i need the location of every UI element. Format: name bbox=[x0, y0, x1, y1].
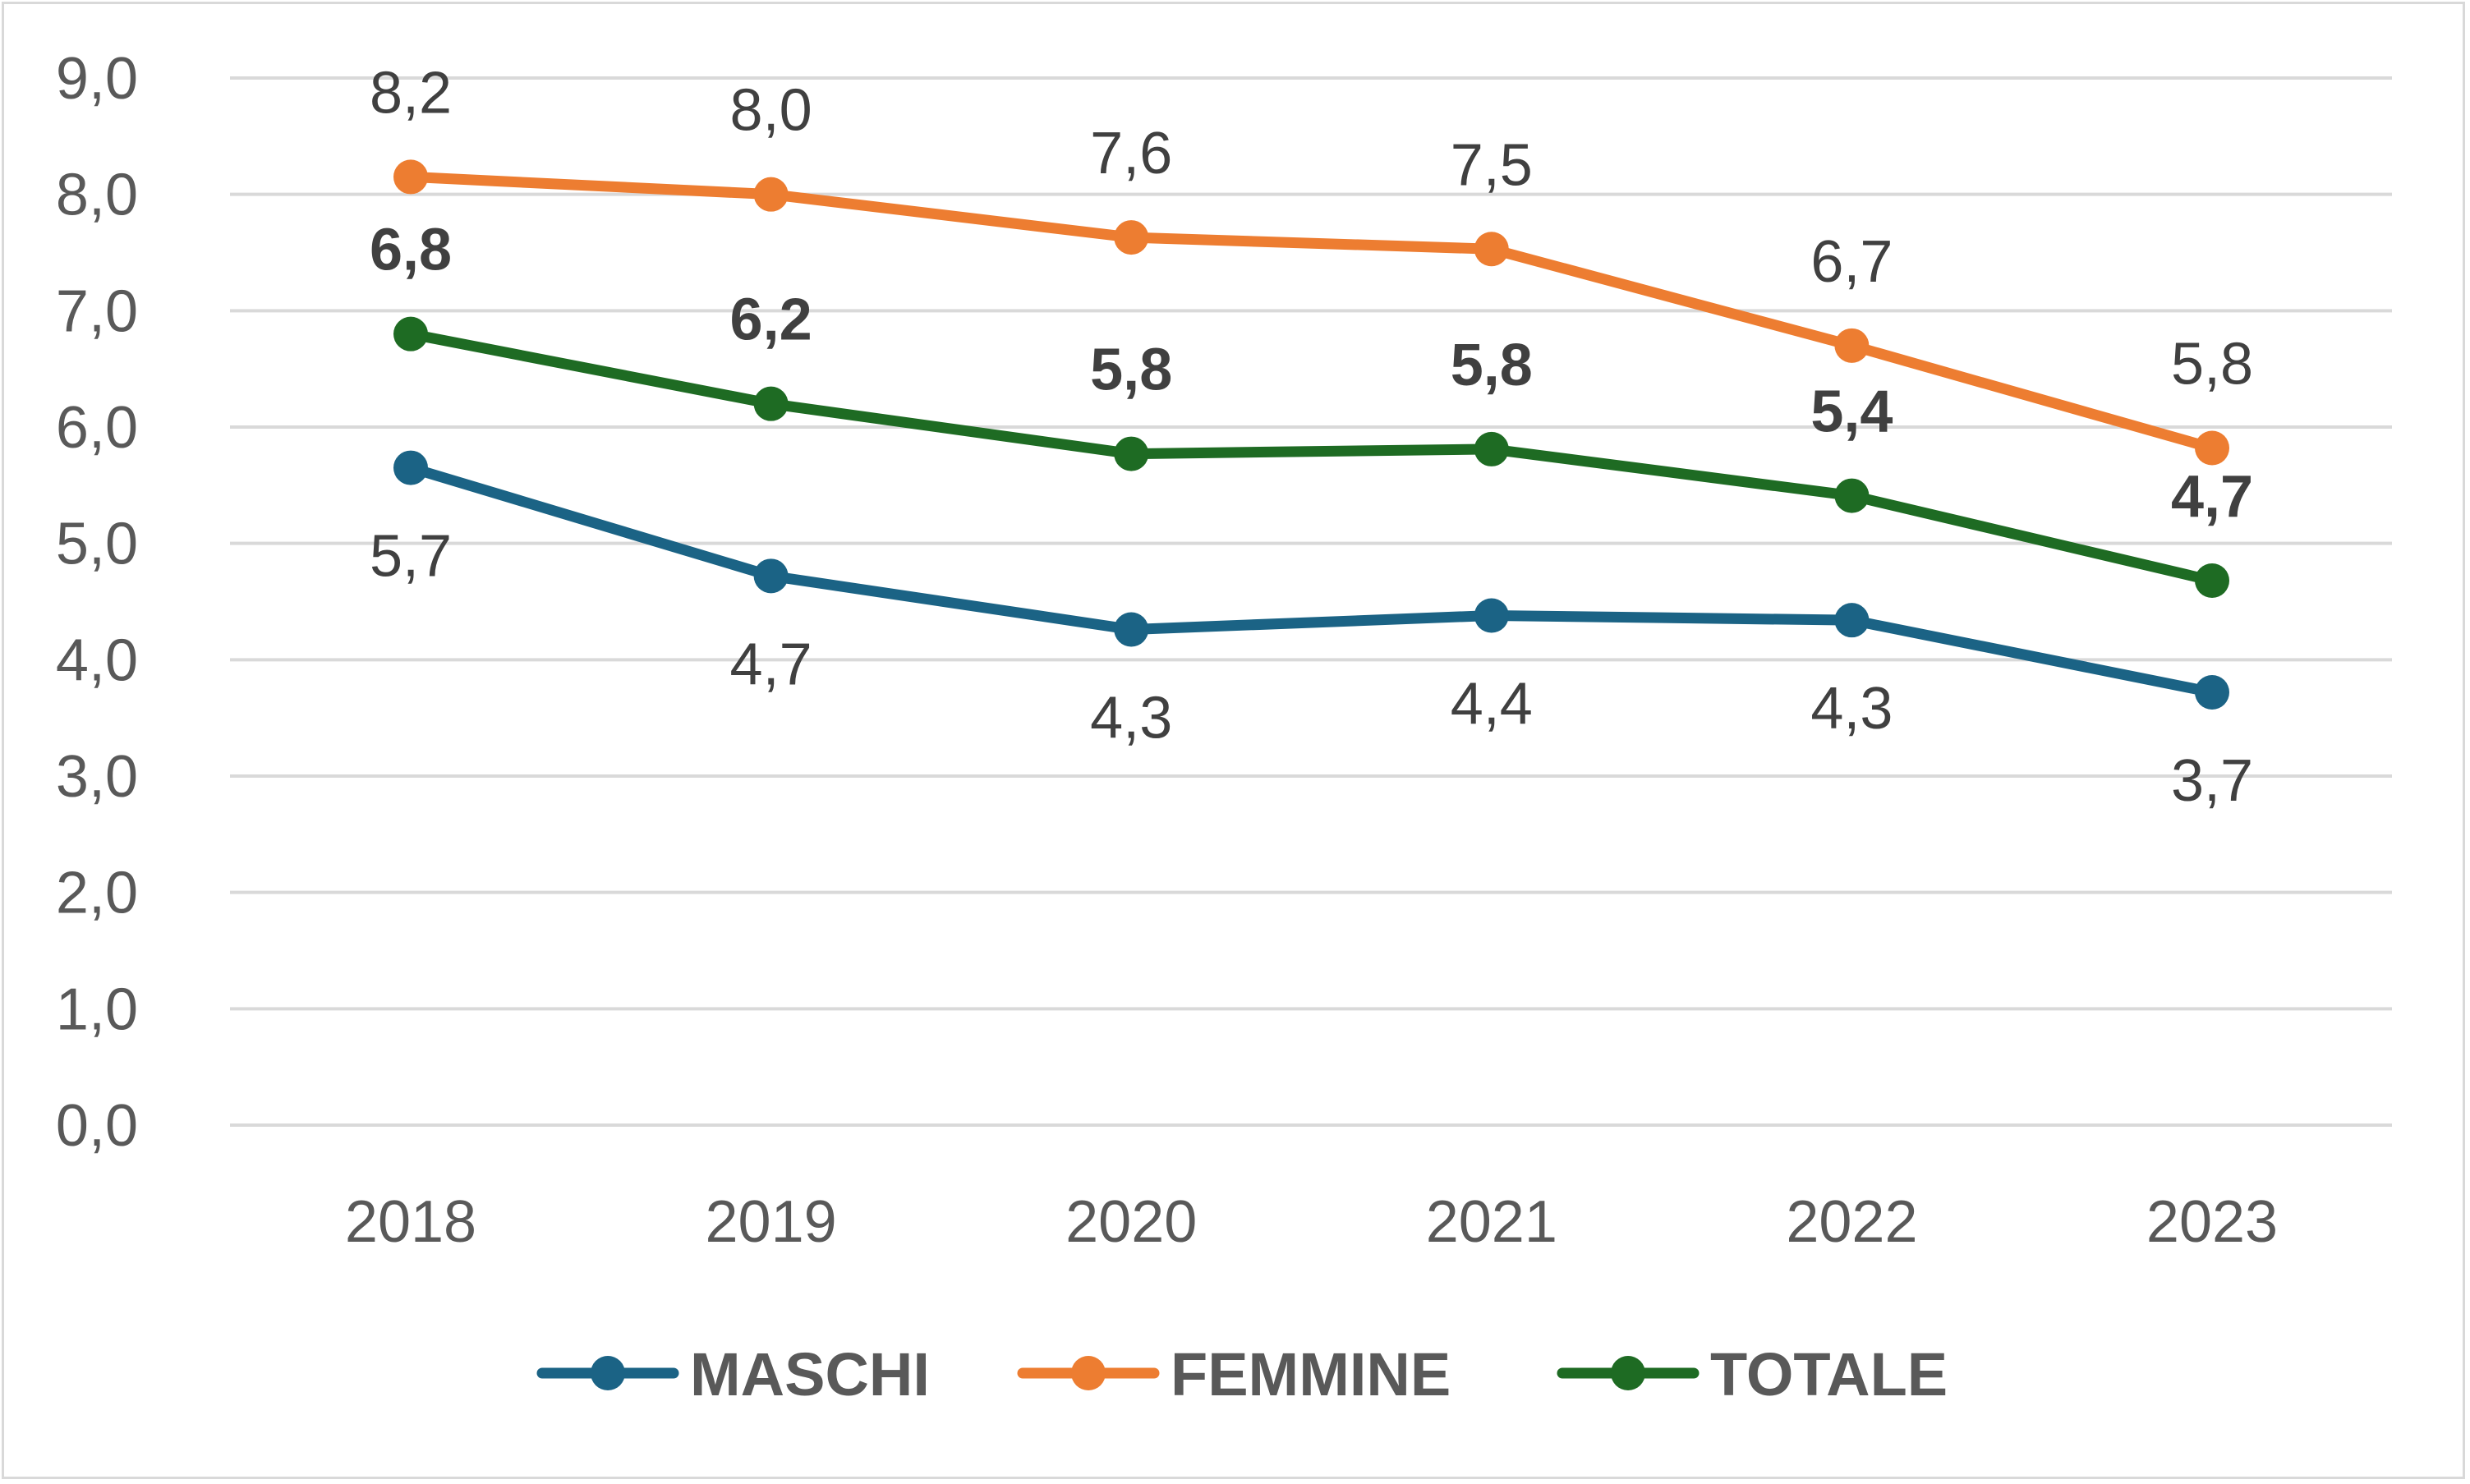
point-maschi-2023 bbox=[2195, 675, 2229, 710]
data-label-femmine-2018: 8,2 bbox=[370, 60, 452, 126]
data-label-maschi-2021: 4,4 bbox=[1451, 672, 1533, 737]
data-label-totale-2021: 5,8 bbox=[1451, 333, 1533, 398]
point-femmine-2019 bbox=[753, 177, 789, 212]
point-femmine-2020 bbox=[1114, 220, 1149, 255]
legend-marker-maschi bbox=[591, 1356, 625, 1390]
point-totale-2018 bbox=[393, 316, 428, 351]
y-tick-label: 1,0 bbox=[56, 976, 138, 1042]
x-tick-label-2018: 2018 bbox=[345, 1189, 476, 1255]
point-femmine-2023 bbox=[2195, 430, 2229, 466]
data-label-totale-2023: 4,7 bbox=[2171, 464, 2253, 530]
series-line-femmine bbox=[405, 171, 2218, 453]
data-label-totale-2019: 6,2 bbox=[730, 287, 812, 353]
point-totale-2021 bbox=[1474, 431, 1509, 466]
x-tick-label-2023: 2023 bbox=[2146, 1189, 2278, 1255]
x-tick-label-2022: 2022 bbox=[1786, 1189, 1917, 1255]
data-label-femmine-2022: 6,7 bbox=[1810, 229, 1893, 295]
series-group bbox=[393, 159, 2229, 710]
y-tick-label: 7,0 bbox=[56, 278, 138, 344]
data-label-femmine-2019: 8,0 bbox=[730, 78, 812, 144]
y-tick-label: 0,0 bbox=[56, 1093, 138, 1159]
legend-label-maschi: MASCHI bbox=[690, 1340, 930, 1408]
data-label-maschi-2023: 3,7 bbox=[2171, 748, 2253, 814]
data-label-maschi-2022: 4,3 bbox=[1810, 676, 1893, 742]
data-label-totale-2020: 5,8 bbox=[1090, 338, 1172, 403]
y-tick-label: 8,0 bbox=[56, 163, 138, 228]
y-tick-label: 5,0 bbox=[56, 512, 138, 577]
data-label-femmine-2021: 7,5 bbox=[1451, 132, 1533, 198]
legend-label-femmine: FEMMINE bbox=[1171, 1340, 1451, 1408]
point-maschi-2021 bbox=[1474, 598, 1509, 633]
point-femmine-2021 bbox=[1474, 232, 1509, 267]
x-tick-label-2020: 2020 bbox=[1065, 1189, 1197, 1255]
legend-marker-totale bbox=[1611, 1356, 1645, 1390]
x-axis-ticks: 2018 2019 2020 2021 2022 2023 bbox=[345, 1189, 2278, 1255]
point-totale-2023 bbox=[2195, 563, 2229, 598]
legend-label-totale: TOTALE bbox=[1710, 1340, 1948, 1408]
point-maschi-2020 bbox=[1114, 612, 1149, 647]
point-totale-2022 bbox=[1834, 478, 1870, 513]
data-label-femmine-2020: 7,6 bbox=[1090, 121, 1172, 186]
point-maschi-2019 bbox=[753, 558, 789, 594]
y-tick-label: 3,0 bbox=[56, 744, 138, 810]
y-tick-label: 9,0 bbox=[56, 46, 138, 112]
y-tick-label: 6,0 bbox=[56, 395, 138, 461]
legend-marker-femmine bbox=[1071, 1356, 1106, 1390]
data-label-maschi-2020: 4,3 bbox=[1090, 686, 1172, 751]
point-maschi-2018 bbox=[393, 450, 428, 485]
point-totale-2020 bbox=[1114, 436, 1149, 471]
data-labels: 5,7 4,7 4,3 4,4 4,3 3,7 8,2 8,0 7,6 7,5 6,7 5,8 6,8 6… bbox=[370, 60, 2253, 814]
point-femmine-2022 bbox=[1834, 328, 1870, 363]
series-line-totale bbox=[405, 329, 2218, 586]
data-label-totale-2018: 6,8 bbox=[370, 218, 452, 283]
series-line-maschi bbox=[405, 462, 2218, 698]
point-femmine-2018 bbox=[393, 159, 428, 195]
y-tick-label: 4,0 bbox=[56, 627, 138, 693]
data-label-femmine-2023: 5,8 bbox=[2171, 332, 2253, 397]
data-label-totale-2022: 5,4 bbox=[1810, 379, 1893, 445]
x-tick-label-2021: 2021 bbox=[1426, 1189, 1557, 1255]
point-totale-2019 bbox=[753, 386, 789, 421]
x-tick-label-2019: 2019 bbox=[706, 1189, 837, 1255]
legend: MASCHI FEMMINE TOTALE bbox=[536, 1340, 1948, 1408]
data-label-maschi-2018: 5,7 bbox=[370, 524, 452, 590]
y-tick-label: 2,0 bbox=[56, 861, 138, 926]
data-label-maschi-2019: 4,7 bbox=[730, 632, 812, 697]
point-maschi-2022 bbox=[1834, 603, 1870, 638]
y-axis-ticks: 0,0 1,0 2,0 3,0 4,0 5,0 6,0 7,0 8,0 9,0 bbox=[56, 46, 138, 1159]
gridlines bbox=[230, 76, 2392, 1127]
